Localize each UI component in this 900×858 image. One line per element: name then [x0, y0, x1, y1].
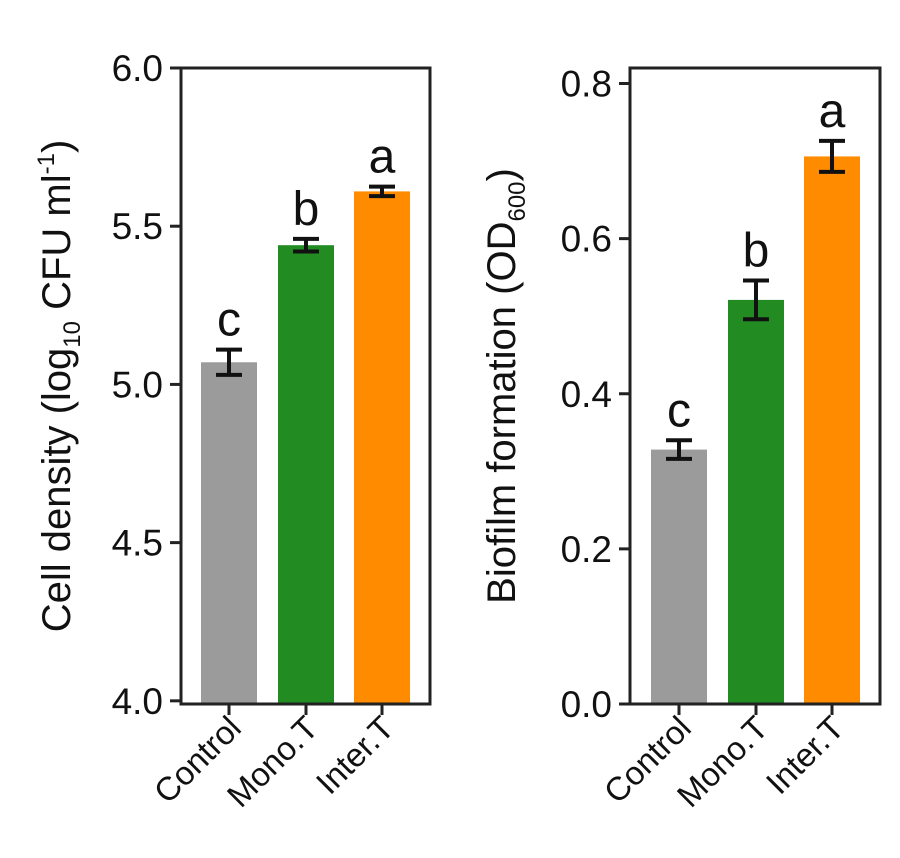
bar-inter-t — [354, 191, 410, 703]
y-tick-label: 5.0 — [112, 364, 163, 405]
significance-letters: c b a — [217, 131, 396, 347]
x-axis-ticks: Control Mono.T Inter.T — [597, 704, 851, 814]
bar-mono-t — [278, 245, 334, 703]
error-bar-inter-t — [369, 184, 395, 199]
y-axis-title: Biofilm formation (OD600) — [480, 168, 531, 604]
bar-control — [651, 449, 707, 703]
y-tick-label: 0.0 — [561, 684, 612, 725]
biofilm-formation-chart: 0.0 0.2 0.4 0.6 0.8 c b a Control Mono. — [480, 64, 882, 814]
y-tick-label: 4.5 — [112, 523, 163, 564]
sig-letter-inter-t: a — [369, 131, 396, 184]
cell-density-chart: 4.0 4.5 5.0 5.5 6.0 c b a Control Mono. — [33, 48, 432, 814]
sig-letter-control: c — [217, 294, 241, 347]
error-bars — [216, 184, 395, 377]
x-tick-label-inter-t: Inter.T — [759, 709, 851, 801]
sig-letter-mono-t: b — [293, 183, 320, 236]
sig-letter-mono-t: b — [743, 225, 770, 278]
bar-mono-t — [728, 299, 784, 703]
y-axis-ticks: 0.0 0.2 0.4 0.6 0.8 — [561, 64, 630, 725]
y-tick-label: 0.8 — [561, 64, 612, 105]
bars — [201, 191, 410, 703]
error-bars — [666, 138, 845, 461]
y-axis-title: Cell density (log10 CFU ml-1) — [33, 140, 86, 633]
y-tick-label: 0.6 — [561, 219, 612, 260]
y-tick-label: 5.5 — [112, 206, 163, 247]
x-tick-label-inter-t: Inter.T — [309, 709, 401, 801]
bar-control — [201, 362, 257, 703]
y-tick-label: 0.2 — [561, 529, 612, 570]
bars — [651, 156, 860, 703]
x-axis-ticks: Control Mono.T Inter.T — [147, 704, 401, 814]
y-tick-label: 0.4 — [561, 374, 612, 415]
error-bar-mono-t — [293, 236, 319, 254]
error-bar-control — [666, 438, 692, 461]
error-bar-control — [216, 347, 242, 377]
y-tick-label: 4.0 — [112, 681, 163, 722]
sig-letter-control: c — [667, 384, 691, 437]
bar-inter-t — [804, 156, 860, 703]
significance-letters: c b a — [667, 85, 846, 437]
y-tick-label: 6.0 — [112, 48, 163, 89]
error-bar-inter-t — [819, 138, 845, 174]
y-axis-ticks: 4.0 4.5 5.0 5.5 6.0 — [112, 48, 181, 722]
error-bar-mono-t — [743, 278, 769, 322]
sig-letter-inter-t: a — [819, 85, 846, 138]
